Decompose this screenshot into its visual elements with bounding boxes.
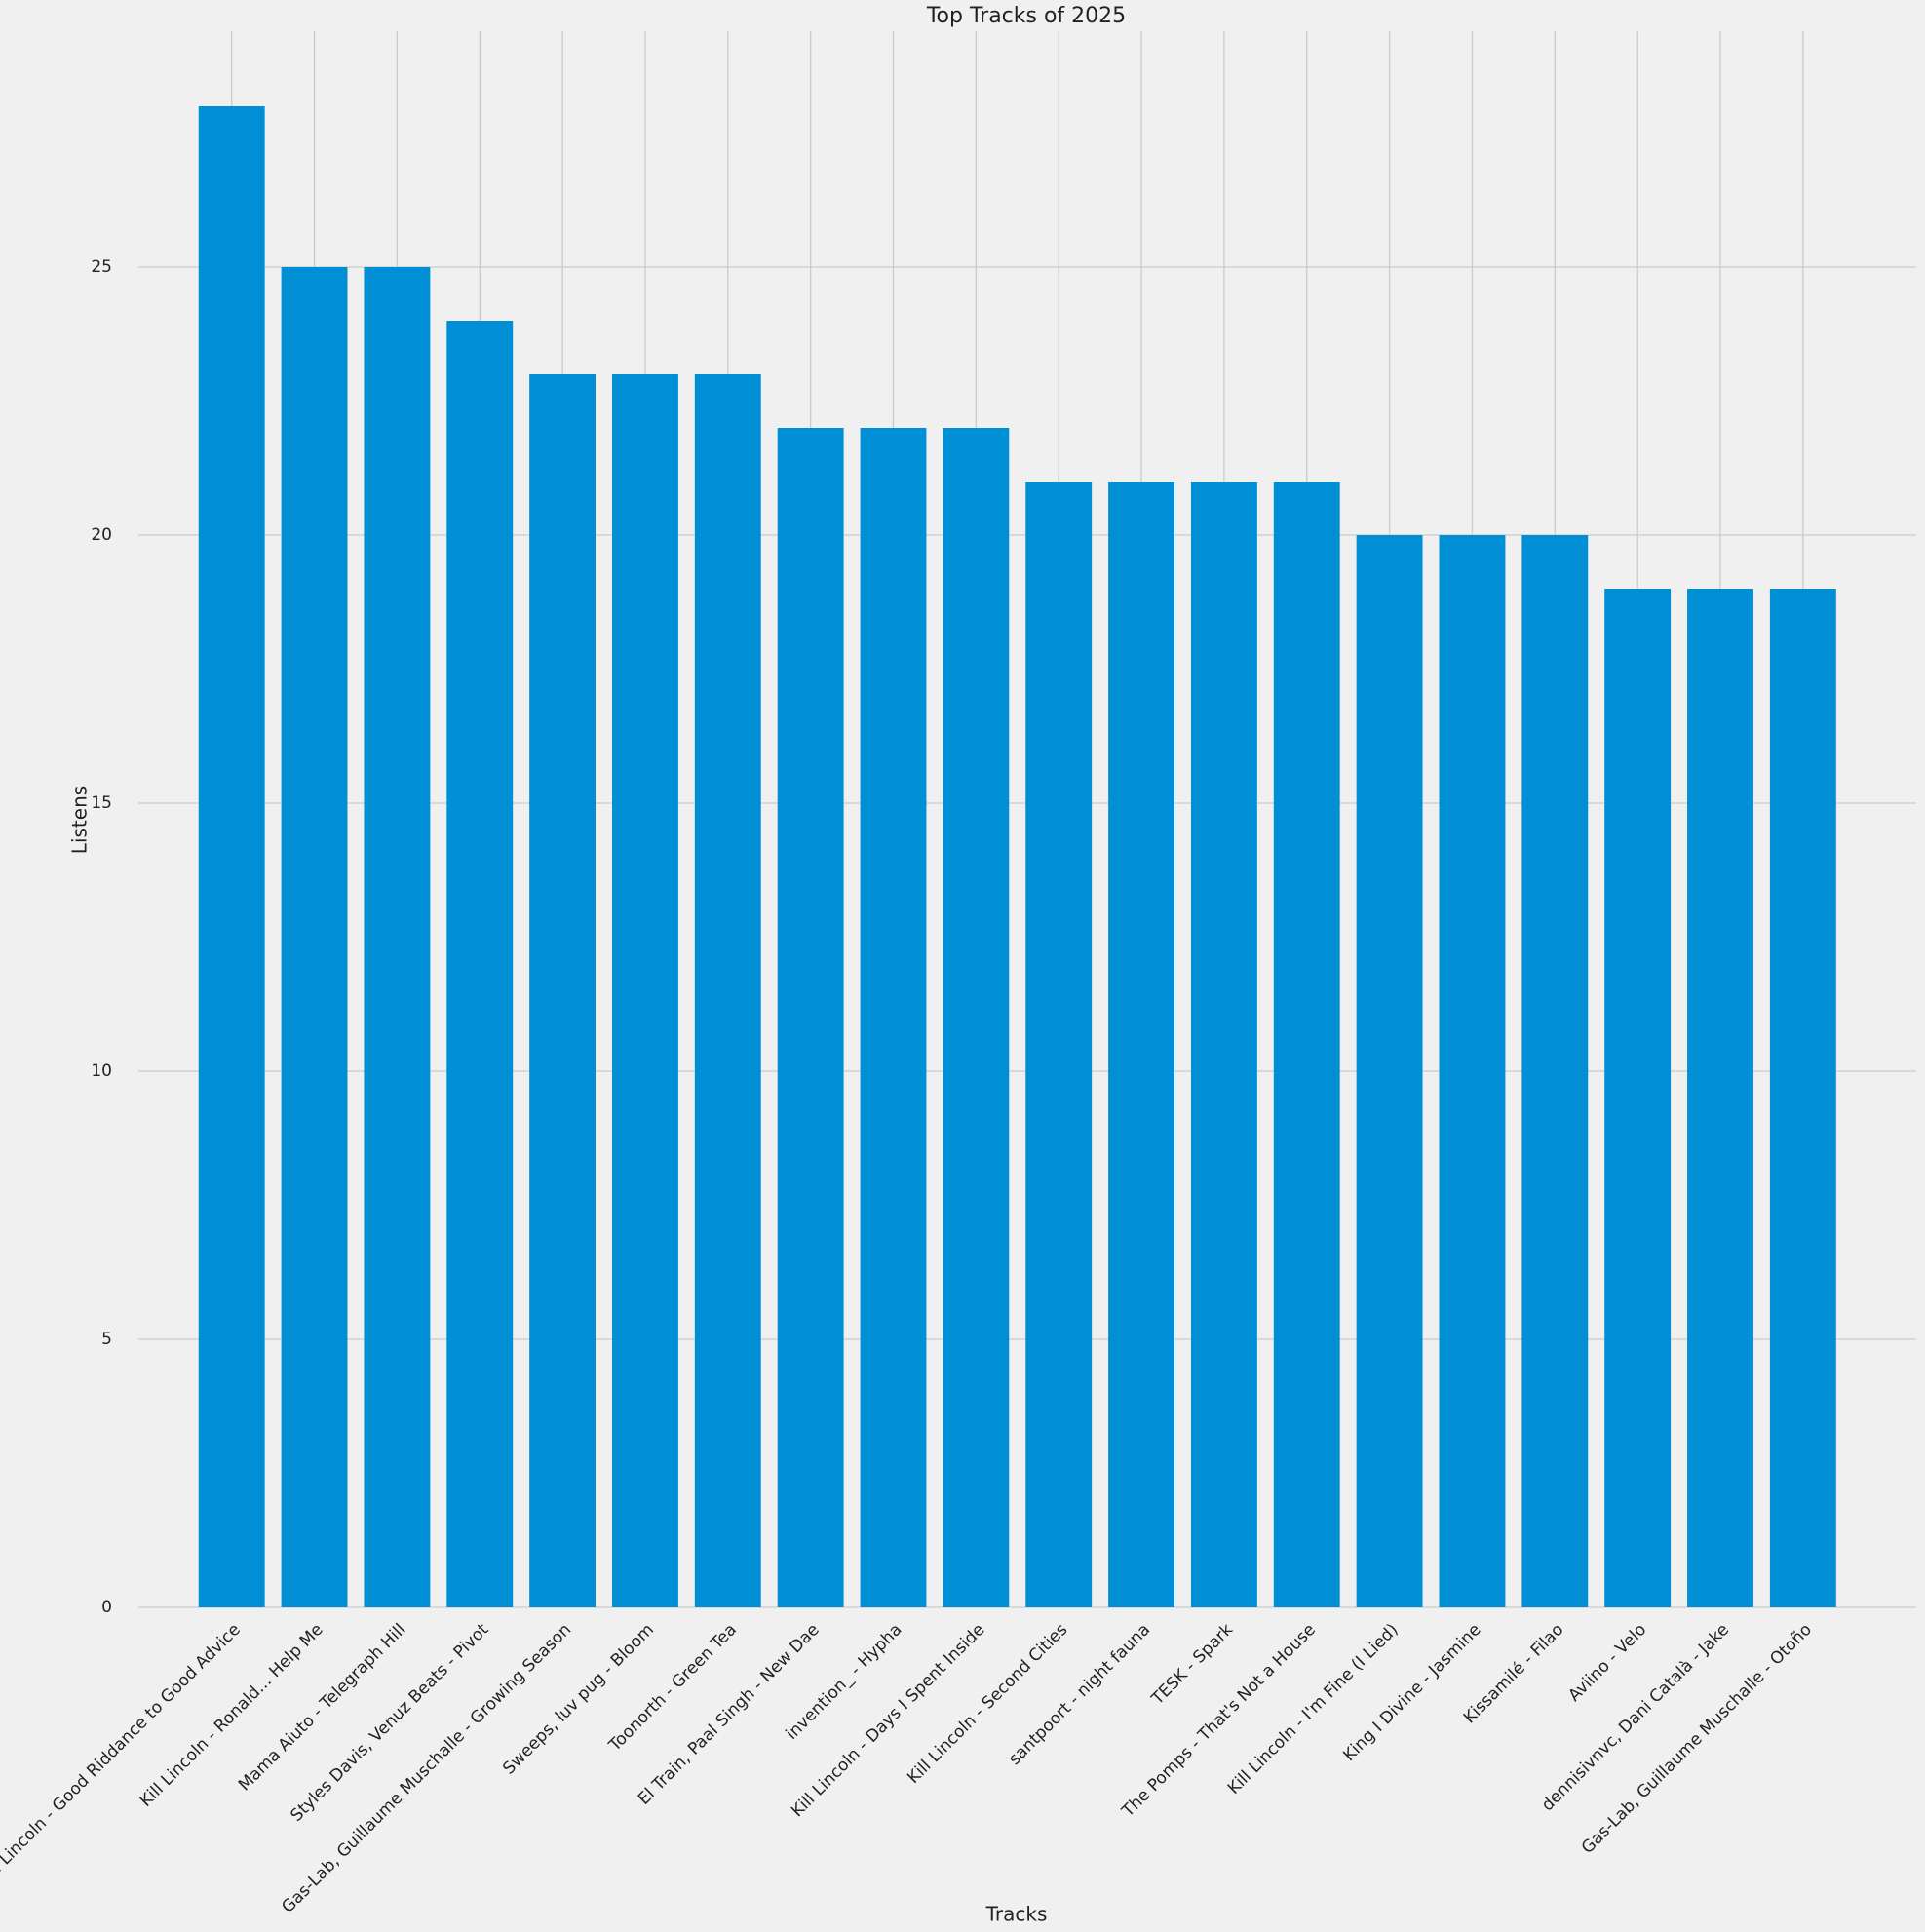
x-axis-label: Tracks [985, 1903, 1048, 1926]
bar [364, 267, 431, 1607]
bar [198, 106, 265, 1607]
bar [694, 374, 761, 1607]
bar [1108, 482, 1174, 1607]
y-tick-label: 15 [91, 793, 112, 813]
bar [1521, 535, 1589, 1607]
y-tick-label: 25 [91, 257, 112, 277]
chart-title: Top Tracks of 2025 [926, 4, 1126, 28]
bar [446, 321, 514, 1607]
bar [943, 428, 1010, 1607]
bar [1190, 482, 1257, 1607]
bar [1439, 535, 1506, 1607]
y-tick-label: 10 [91, 1062, 112, 1081]
y-axis-label: Listens [68, 786, 92, 854]
bar [1604, 589, 1672, 1607]
bar [1769, 589, 1836, 1607]
bar [281, 267, 348, 1607]
y-tick-label: 20 [91, 525, 112, 545]
y-tick-label: 0 [101, 1598, 112, 1617]
bar [1025, 482, 1093, 1607]
y-tick-label: 5 [101, 1330, 112, 1349]
bar [1356, 535, 1423, 1607]
bar [612, 374, 678, 1607]
bar [529, 374, 597, 1607]
bar [777, 428, 844, 1607]
bar [1273, 482, 1340, 1607]
bar [860, 428, 927, 1607]
bar [1687, 589, 1753, 1607]
